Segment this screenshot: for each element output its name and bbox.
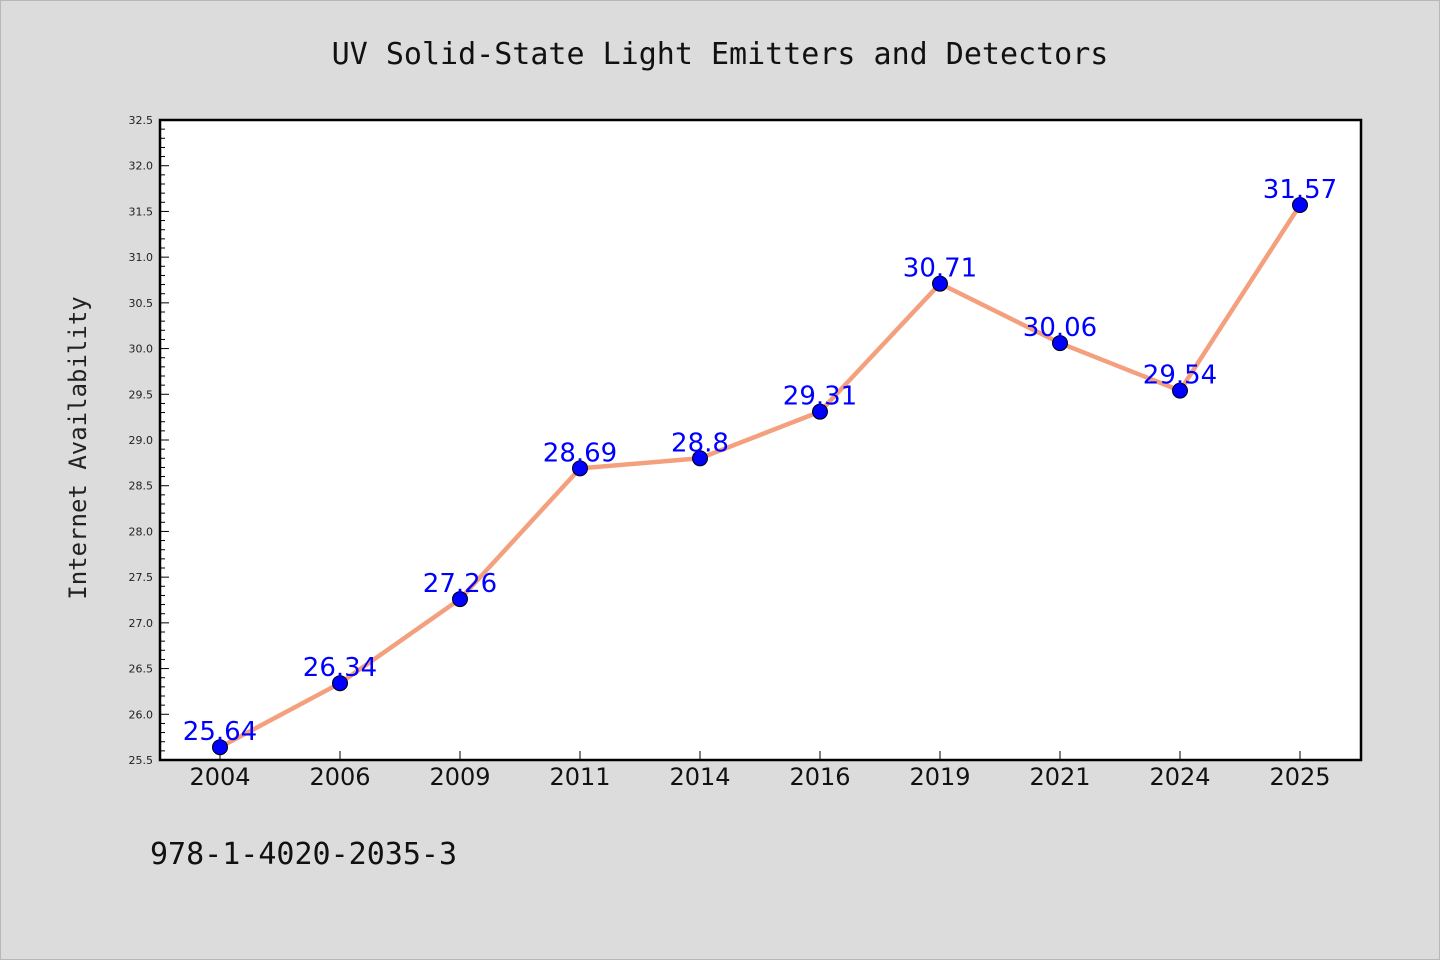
y-tick-label: 27.0 [129,617,154,630]
data-point [1292,197,1308,214]
y-tick-label: 29.5 [129,388,154,401]
y-tick-label: 32.0 [129,160,154,173]
y-tick-label: 31.5 [129,205,154,218]
y-tick-label: 26.5 [129,663,154,676]
data-point [1172,382,1188,399]
y-tick-label: 26.0 [129,708,154,721]
y-tick-label: 28.5 [129,480,154,493]
x-tick-label: 2025 [1269,763,1330,791]
data-point [572,460,588,477]
plot-area [160,120,1361,760]
data-label: 30.71 [903,254,977,284]
data-label: 30.06 [1023,313,1097,343]
x-tick-label: 2009 [429,763,490,791]
data-label: 28.8 [671,428,729,458]
data-point [932,275,948,292]
data-labels-layer: 25.64 26.34 27.26 28.69 28.8 29.31 30.71 30.06 2… [183,175,1337,747]
data-label: 31.57 [1263,175,1337,205]
plot-border [158,118,1363,762]
data-label: 29.54 [1143,361,1217,391]
y-tick-label: 25.5 [129,754,154,767]
data-label: 26.34 [303,653,377,683]
y-tick-label: 30.0 [129,343,154,356]
y-tick-label: 29.0 [129,434,154,447]
y-tick-label: 28.0 [129,525,154,538]
x-tick-label: 2004 [189,763,250,791]
data-point [812,403,828,420]
data-label: 28.69 [543,438,617,468]
series-layer [212,197,1308,756]
y-tick-label: 31.0 [129,251,154,264]
data-label: 29.31 [783,382,857,412]
x-axis-ticks: 2004 2006 2009 2011 2014 2016 2019 2021 2024 2025 [189,751,1331,791]
y-tick-label: 27.5 [129,571,154,584]
data-point [452,591,468,608]
x-tick-label: 2021 [1029,763,1090,791]
data-point [692,450,708,467]
data-point [212,739,228,756]
y-axis-label: Internet Availability [64,296,92,599]
x-tick-label: 2011 [549,763,610,791]
data-label: 27.26 [423,569,497,599]
series-line [217,202,1303,750]
data-point [1052,335,1068,352]
data-label: 25.64 [183,717,257,747]
x-tick-label: 2019 [909,763,970,791]
isbn-footnote: 978-1-4020-2035-3 [150,837,457,872]
x-tick-label: 2024 [1149,763,1210,791]
y-tick-label: 32.5 [129,114,154,127]
chart-title: UV Solid-State Light Emitters and Detect… [332,37,1109,72]
y-axis-ticks: 25.5 26.0 26.5 27.0 27.5 28.0 28.5 29.0 29.5 30.0… [129,114,169,767]
y-tick-label: 30.5 [129,297,154,310]
data-point [332,675,348,692]
x-tick-label: 2014 [669,763,730,791]
x-tick-label: 2006 [309,763,370,791]
x-tick-label: 2016 [789,763,850,791]
